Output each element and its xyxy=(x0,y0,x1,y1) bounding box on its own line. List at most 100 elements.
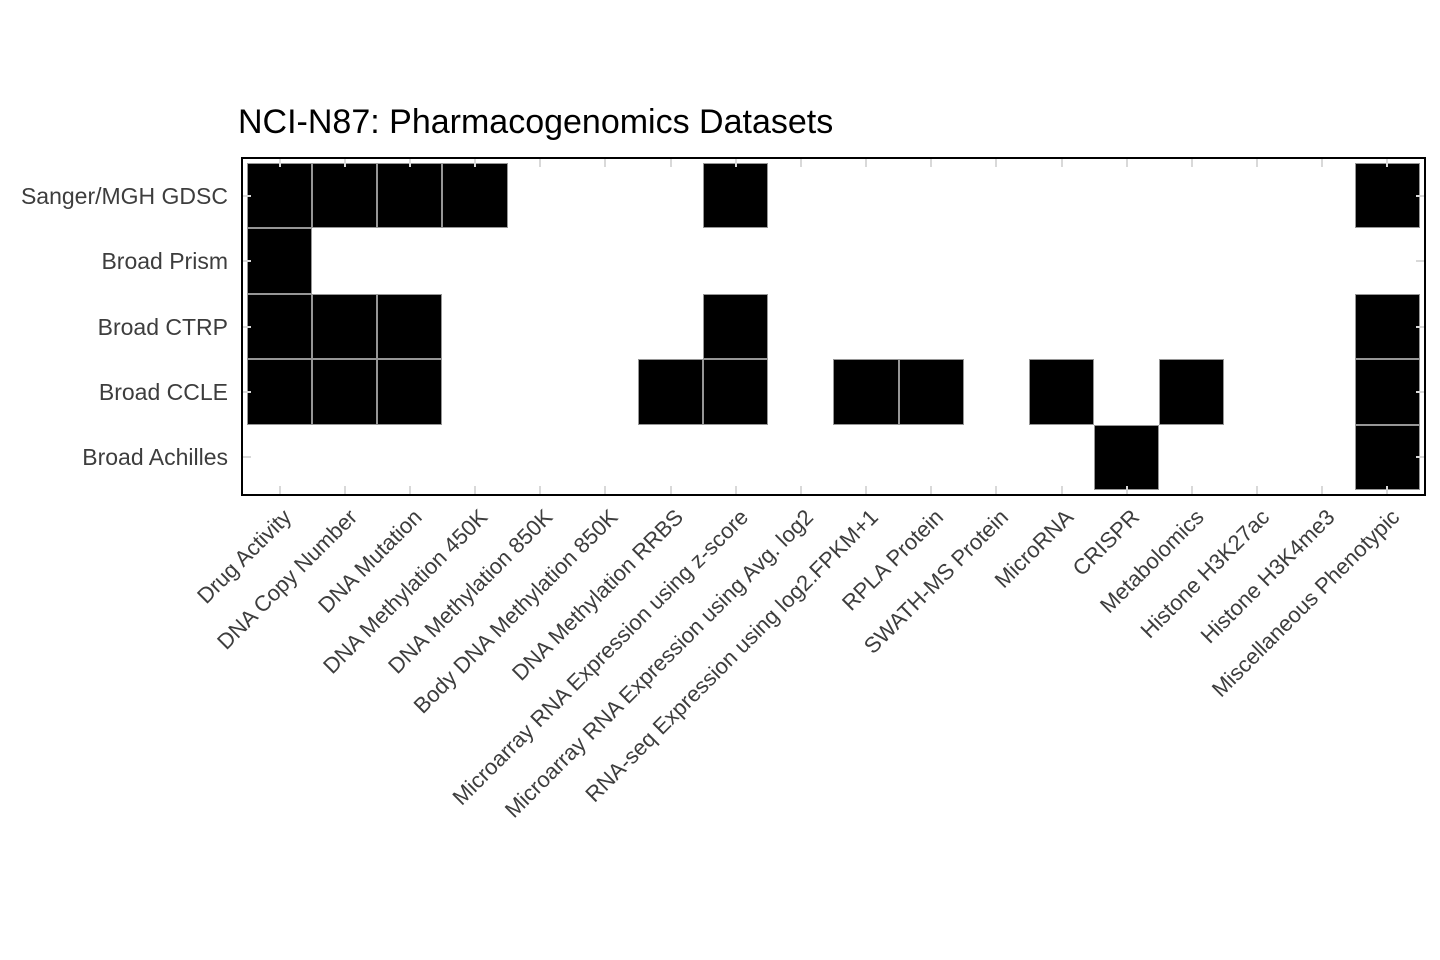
heatmap-cell xyxy=(1290,425,1355,490)
heatmap-cell xyxy=(442,294,507,359)
heatmap-cell xyxy=(573,294,638,359)
tick-mark xyxy=(408,159,411,167)
tick-mark xyxy=(1060,159,1063,167)
tick-mark xyxy=(243,260,251,263)
heatmap-cell xyxy=(573,425,638,490)
tick-mark xyxy=(865,486,868,494)
heatmap-cell xyxy=(638,425,703,490)
heatmap-cell xyxy=(247,163,313,229)
heatmap-cell xyxy=(312,293,378,360)
tick-mark xyxy=(1125,159,1128,167)
heatmap-cell xyxy=(964,425,1029,490)
heatmap-cell xyxy=(637,359,704,425)
tick-mark xyxy=(1125,486,1128,494)
chart-title: NCI-N87: Pharmacogenomics Datasets xyxy=(238,103,834,141)
tick-mark xyxy=(243,194,251,197)
heatmap-cell xyxy=(508,228,573,293)
tick-mark xyxy=(278,159,281,167)
tick-mark xyxy=(799,486,802,494)
heatmap-cell xyxy=(1159,163,1224,228)
tick-mark xyxy=(865,159,868,167)
tick-mark xyxy=(1416,325,1424,328)
heatmap-cell xyxy=(1354,359,1420,425)
heatmap-cell xyxy=(768,359,833,424)
heatmap-cell xyxy=(1094,163,1159,228)
heatmap-cell xyxy=(442,163,508,229)
tick-mark xyxy=(1416,456,1424,459)
heatmap-cell xyxy=(768,163,833,228)
heatmap-cell xyxy=(1159,228,1224,293)
heatmap-cell xyxy=(833,294,898,359)
heatmap-cell xyxy=(377,163,443,229)
heatmap-cell xyxy=(1029,294,1094,359)
heatmap-cell xyxy=(1224,294,1289,359)
tick-mark xyxy=(343,159,346,167)
heatmap-cell xyxy=(703,359,769,425)
heatmap-cell xyxy=(703,163,769,229)
heatmap-cell xyxy=(1029,228,1094,293)
heatmap-cell xyxy=(377,293,443,360)
heatmap-cell xyxy=(964,359,1029,424)
tick-mark xyxy=(408,486,411,494)
tick-mark xyxy=(1386,486,1389,494)
heatmap-cell xyxy=(1354,163,1420,229)
heatmap-grid xyxy=(247,163,1420,490)
heatmap-cell xyxy=(1224,228,1289,293)
heatmap-cell xyxy=(1029,163,1094,228)
tick-mark xyxy=(1190,486,1193,494)
heatmap-cell xyxy=(1354,424,1420,490)
tick-mark xyxy=(669,159,672,167)
heatmap-cell xyxy=(703,293,769,360)
heatmap-cell xyxy=(1224,359,1289,424)
heatmap-cell xyxy=(768,228,833,293)
heatmap-cell xyxy=(442,228,507,293)
heatmap-cell xyxy=(573,359,638,424)
heatmap-cell xyxy=(898,359,964,425)
heatmap-cell xyxy=(899,163,964,228)
heatmap-cell xyxy=(442,425,507,490)
heatmap-cell xyxy=(247,293,313,360)
heatmap-cell xyxy=(377,228,442,293)
heatmap-cell xyxy=(508,425,573,490)
heatmap-cell xyxy=(573,163,638,228)
heatmap-cell xyxy=(312,228,377,293)
heatmap-cell xyxy=(508,294,573,359)
tick-mark xyxy=(1256,159,1259,167)
heatmap-cell xyxy=(833,425,898,490)
y-tick-label: Broad Prism xyxy=(101,248,228,275)
heatmap-cell xyxy=(703,425,768,490)
tick-mark xyxy=(604,486,607,494)
plot-area xyxy=(241,157,1426,496)
heatmap-cell xyxy=(247,359,313,425)
heatmap-cell xyxy=(1290,163,1355,228)
tick-mark xyxy=(1386,159,1389,167)
heatmap-cell xyxy=(377,359,443,425)
heatmap-cell xyxy=(703,228,768,293)
heatmap-cell xyxy=(1224,163,1289,228)
heatmap-cell xyxy=(508,359,573,424)
tick-mark xyxy=(278,486,281,494)
tick-mark xyxy=(243,456,251,459)
tick-mark xyxy=(474,159,477,167)
tick-mark xyxy=(1416,260,1424,263)
heatmap-cell xyxy=(1159,425,1224,490)
heatmap-cell xyxy=(1354,293,1420,360)
heatmap-cell xyxy=(1290,228,1355,293)
tick-mark xyxy=(343,486,346,494)
heatmap-cell xyxy=(638,228,703,293)
tick-mark xyxy=(930,486,933,494)
heatmap-cell xyxy=(247,425,312,490)
heatmap-cell xyxy=(833,163,898,228)
heatmap-cell xyxy=(1355,228,1420,293)
tick-mark xyxy=(539,159,542,167)
tick-mark xyxy=(1190,159,1193,167)
heatmap-cell xyxy=(1094,359,1159,424)
tick-mark xyxy=(995,486,998,494)
tick-mark xyxy=(243,390,251,393)
heatmap-cell xyxy=(573,228,638,293)
y-tick-label: Broad Achilles xyxy=(82,444,228,471)
heatmap-cell xyxy=(1094,424,1160,490)
heatmap-cell xyxy=(899,228,964,293)
y-tick-label: Broad CTRP xyxy=(97,313,228,340)
